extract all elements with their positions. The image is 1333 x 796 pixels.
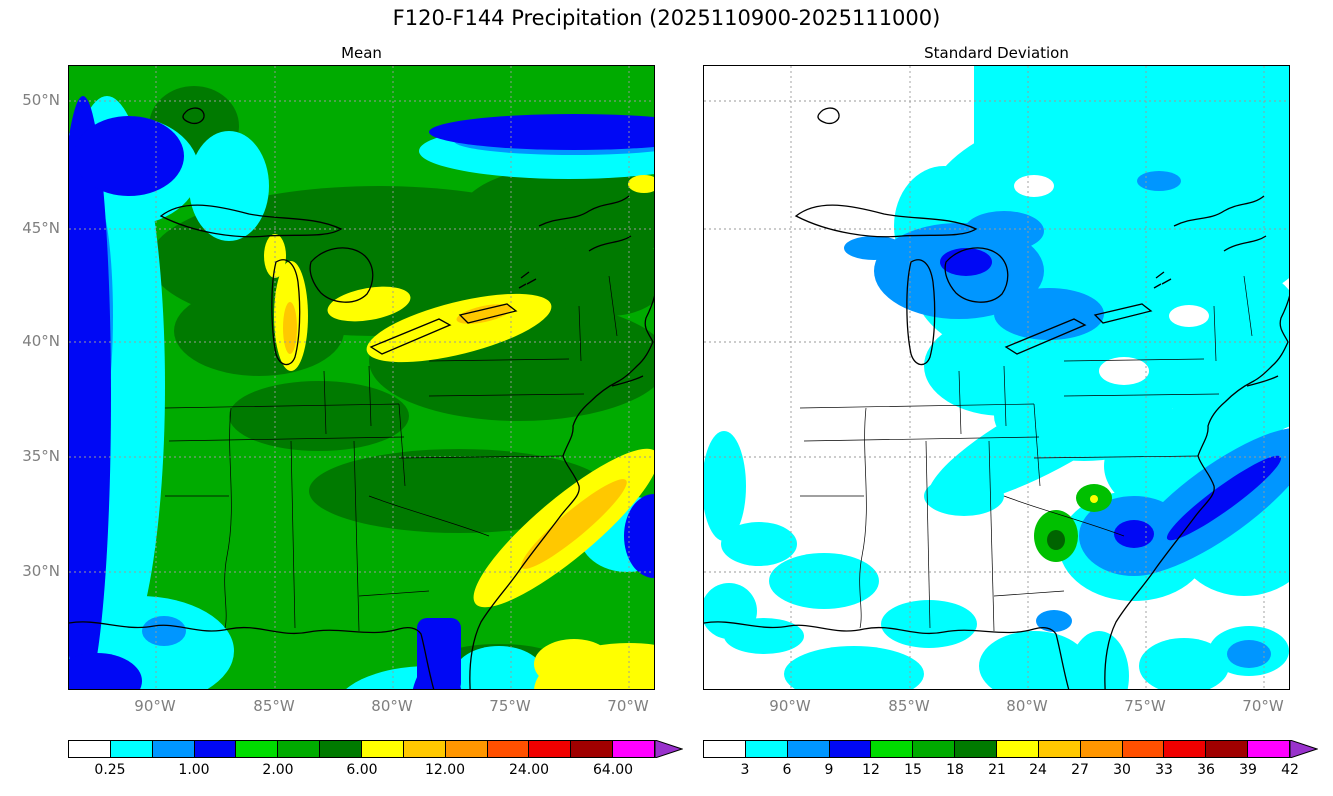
coastlines: [704, 107, 1289, 689]
colorbar-cell: [997, 741, 1039, 757]
colorbar-cell: [704, 741, 746, 757]
colorbar-tick-label: 18: [946, 762, 964, 778]
colorbar-tick-label: 3: [740, 762, 750, 778]
mean-map-panel: [68, 65, 655, 690]
colorbar-cell: [1038, 741, 1081, 757]
lon-tick-label: 75°W: [1124, 697, 1166, 715]
lon-tick-label: 75°W: [489, 697, 531, 715]
lon-tick-label: 85°W: [888, 697, 930, 715]
lon-tick-label: 70°W: [607, 697, 649, 715]
lat-tick-label: 50°N: [22, 91, 60, 109]
lon-tick-label: 80°W: [371, 697, 413, 715]
colorbar-sd-cells: [703, 740, 1290, 758]
colorbar-cell: [362, 741, 404, 757]
colorbar-cell: [571, 741, 614, 757]
colorbar-tick-label: 24.00: [508, 762, 550, 778]
sd-map-canvas: [704, 66, 1289, 689]
colorbar-cell: [745, 741, 788, 757]
lon-tick-label: 90°W: [134, 697, 176, 715]
colorbar-cell: [1080, 741, 1123, 757]
colorbar-tick-label: 2.00: [262, 762, 294, 778]
colorbar-cell: [955, 741, 998, 757]
colorbar-tick-label: 27: [1071, 762, 1089, 778]
colorbar-overflow-arrow: [655, 740, 683, 758]
colorbar-tick-label: 36: [1197, 762, 1215, 778]
lat-tick-label: 40°N: [22, 332, 60, 350]
colorbar-cell: [1206, 741, 1249, 757]
colorbar-tick-label: 9: [824, 762, 834, 778]
colorbar-cell: [613, 741, 655, 757]
gridlines: [704, 66, 1289, 689]
colorbar-tick-label: 30: [1113, 762, 1131, 778]
colorbar-cell: [1122, 741, 1165, 757]
mean-map-canvas: [69, 66, 654, 689]
colorbar-tick-label: 42: [1281, 762, 1299, 778]
colorbar-cell: [403, 741, 446, 757]
sd-white-gaps: [1014, 175, 1209, 385]
lon-tick-label: 85°W: [253, 697, 295, 715]
lon-tick-label: 90°W: [769, 697, 811, 715]
colorbar-tick-label: 64.00: [592, 762, 634, 778]
colorbar-tick-label: 33: [1155, 762, 1173, 778]
colorbar-cell: [487, 741, 530, 757]
colorbar-tick-label: 12: [862, 762, 880, 778]
lat-tick-label: 30°N: [22, 562, 60, 580]
colorbar-tick-label: 1.00: [178, 762, 210, 778]
panel-title-sd: Standard Deviation: [924, 44, 1069, 62]
colorbar-cell: [913, 741, 956, 757]
colorbar-mean-cells: [68, 740, 655, 758]
colorbar-cell: [320, 741, 363, 757]
figure-title: F120-F144 Precipitation (2025110900-2025…: [392, 6, 941, 30]
sd-map-panel: [703, 65, 1290, 690]
colorbar-cell: [69, 741, 111, 757]
colorbar-tick-label: 21: [988, 762, 1006, 778]
colorbar-cell: [871, 741, 914, 757]
colorbar-tick-label: 24: [1029, 762, 1047, 778]
colorbar-cell: [194, 741, 237, 757]
colorbar-cell: [152, 741, 195, 757]
colorbar-tick-label: 0.25: [94, 762, 126, 778]
colorbar-tick-label: 6.00: [346, 762, 378, 778]
colorbar-cell: [829, 741, 872, 757]
lat-tick-label: 45°N: [22, 219, 60, 237]
colorbar-cell: [529, 741, 572, 757]
colorbar-overflow-arrow: [1290, 740, 1318, 758]
colorbar-mean-labels: 0.25 1.00 2.00 6.00 12.00 24.00 64.00: [68, 762, 685, 782]
colorbar-cell: [787, 741, 830, 757]
colorbar-mean: [68, 740, 683, 758]
state-borders: [164, 275, 618, 632]
colorbar-tick-label: 15: [904, 762, 922, 778]
coastlines: [69, 107, 654, 689]
colorbar-tick-label: 12.00: [424, 762, 466, 778]
colorbar-cell: [445, 741, 488, 757]
colorbar-cell: [1248, 741, 1290, 757]
gridlines: [69, 66, 654, 689]
lon-tick-label: 70°W: [1242, 697, 1284, 715]
colorbar-cell: [278, 741, 321, 757]
mean-orange-contours: [283, 302, 627, 569]
colorbar-tick-label: 6: [782, 762, 792, 778]
panel-title-mean: Mean: [341, 44, 382, 62]
colorbar-tick-label: 39: [1239, 762, 1257, 778]
colorbar-sd-labels: 3 6 9 12 15 18 21 24 27 30 33 36 39 42: [703, 762, 1320, 782]
lon-tick-label: 80°W: [1006, 697, 1048, 715]
colorbar-cell: [110, 741, 153, 757]
colorbar-sd: [703, 740, 1318, 758]
mean-blue-contours: [69, 96, 654, 689]
lat-tick-label: 35°N: [22, 447, 60, 465]
colorbar-cell: [236, 741, 279, 757]
colorbar-cell: [1164, 741, 1207, 757]
sd-green-maxima: [1034, 484, 1112, 562]
state-borders: [799, 275, 1253, 632]
